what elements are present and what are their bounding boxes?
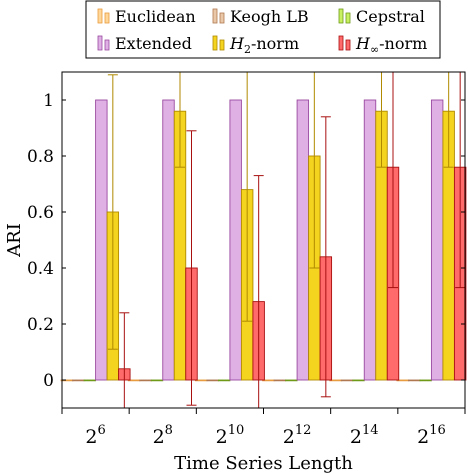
y-tick-label: 0.6 <box>27 203 54 223</box>
legend-swatch <box>212 8 218 24</box>
bar <box>206 379 219 382</box>
y-axis-label: ARI <box>4 223 25 258</box>
legend-box <box>85 0 441 59</box>
bar <box>217 379 231 382</box>
x-tick-base: 2 <box>350 426 362 448</box>
legend-swatch <box>97 35 103 51</box>
x-tick-exponent: 8 <box>165 423 173 438</box>
bar <box>407 379 421 382</box>
y-tick-label: 0.2 <box>27 315 54 335</box>
legend-label: Keogh LB <box>230 7 309 26</box>
legend-label: Euclidean <box>115 7 196 26</box>
y-tick-label: 1 <box>43 91 54 111</box>
legend-label-sub: ∞ <box>370 43 379 56</box>
bar <box>139 379 152 382</box>
bar <box>229 99 242 381</box>
legend-label-main: H <box>355 34 371 53</box>
x-tick-label: 28 <box>153 423 173 448</box>
y-tick-label: 0 <box>43 371 54 391</box>
bar <box>296 99 310 381</box>
bar <box>150 379 164 382</box>
x-tick-base: 2 <box>153 426 165 448</box>
bar <box>95 99 108 381</box>
legend-swatch <box>219 12 225 24</box>
legend-swatch <box>104 12 110 24</box>
x-tick-label: 212 <box>283 423 312 448</box>
x-tick-label: 26 <box>85 423 105 448</box>
x-tick-label: 214 <box>350 423 379 448</box>
legend-label-suffix: -norm <box>379 34 427 53</box>
bar <box>363 99 377 381</box>
x-tick-label: 210 <box>216 423 245 448</box>
x-tick-exponent: 14 <box>362 423 379 438</box>
legend-swatch <box>212 35 218 51</box>
bar <box>273 379 287 382</box>
legend-label: Cepstral <box>356 7 425 26</box>
bar <box>72 379 85 382</box>
x-tick-base: 2 <box>216 426 228 448</box>
legend-swatch <box>219 39 225 51</box>
legend-label: H2-norm <box>229 34 299 56</box>
x-tick-exponent: 10 <box>228 423 245 438</box>
legend-swatch <box>338 8 344 24</box>
legend-label: Extended <box>115 34 192 53</box>
legend-label-sub: 2 <box>244 43 251 56</box>
plot-area <box>60 72 467 408</box>
legend-swatch <box>345 12 351 24</box>
legend-label-suffix: -norm <box>251 34 299 53</box>
x-tick-base: 2 <box>85 426 97 448</box>
legend-swatch <box>338 35 344 51</box>
x-tick-base: 2 <box>417 426 429 448</box>
bar <box>162 99 175 381</box>
legend-label: H∞-norm <box>355 34 427 56</box>
y-tick-label: 0.4 <box>27 259 54 279</box>
y-tick-label: 0.8 <box>27 147 54 167</box>
bar <box>430 99 444 381</box>
bar <box>285 379 298 382</box>
x-tick-label: 216 <box>417 423 446 448</box>
legend-swatch <box>104 39 110 51</box>
x-tick-exponent: 6 <box>97 423 105 438</box>
x-tick-base: 2 <box>283 426 295 448</box>
bar <box>83 379 97 382</box>
legend-label-main: H <box>229 34 245 53</box>
bar <box>352 379 365 382</box>
legend-swatch <box>345 39 351 51</box>
x-tick-exponent: 12 <box>295 423 312 438</box>
bar <box>340 379 354 382</box>
x-tick-exponent: 16 <box>429 423 446 438</box>
bar <box>419 379 432 382</box>
legend-swatch <box>97 8 103 24</box>
x-axis-label: Time Series Length <box>174 453 353 474</box>
